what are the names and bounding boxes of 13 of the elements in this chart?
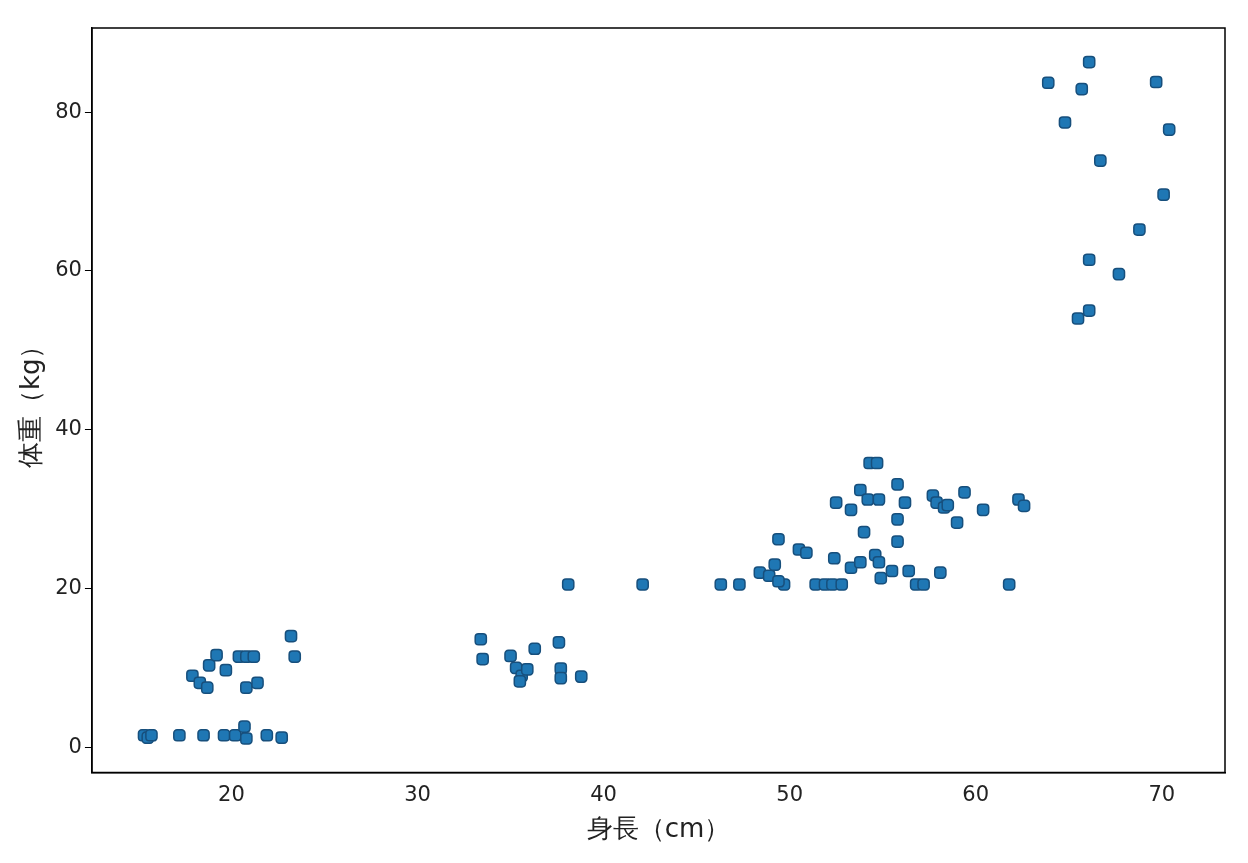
x-axis-title: 身長（cm） bbox=[586, 813, 731, 844]
y-axis-title: 体重（kg） bbox=[15, 332, 46, 469]
x-tick-label: 40 bbox=[590, 781, 617, 806]
y-tick-label: 60 bbox=[55, 257, 82, 282]
y-tick-label: 80 bbox=[55, 98, 82, 123]
y-tick-label: 0 bbox=[68, 733, 82, 758]
x-tick-label: 30 bbox=[404, 781, 431, 806]
x-tick-label: 50 bbox=[776, 781, 803, 806]
y-tick-label: 20 bbox=[55, 574, 82, 599]
x-tick-label: 70 bbox=[1148, 781, 1176, 806]
x-tick-label: 60 bbox=[962, 781, 990, 806]
x-tick-label: 20 bbox=[218, 781, 245, 806]
y-tick-label: 40 bbox=[55, 416, 82, 441]
